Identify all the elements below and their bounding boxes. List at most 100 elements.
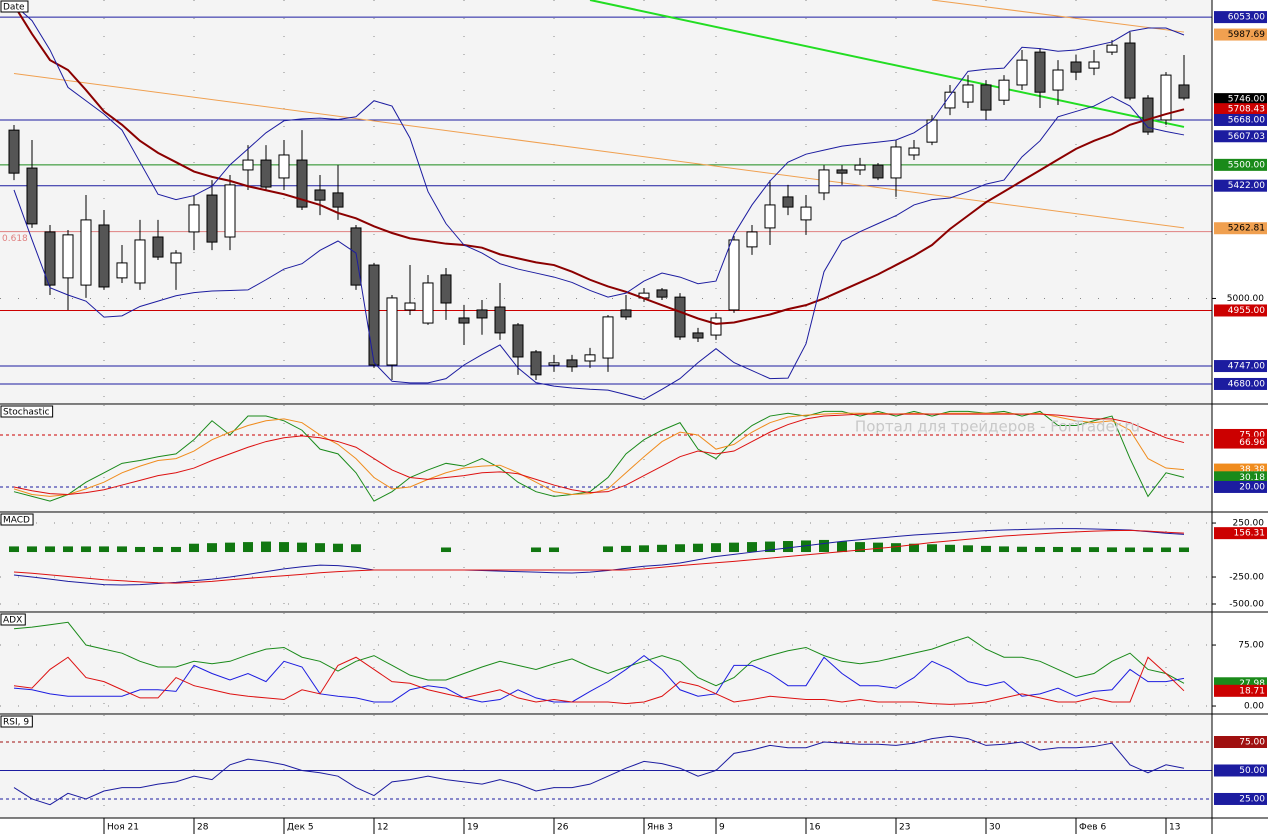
- histogram-bar: [1053, 546, 1063, 553]
- panel-title-box: [0, 0, 29, 13]
- histogram-bar: [747, 542, 757, 553]
- level-label: 156.31: [1234, 529, 1266, 539]
- level-label: 4680.00: [1228, 379, 1265, 389]
- histogram-bar: [63, 546, 73, 553]
- candle-body: [1106, 44, 1118, 53]
- panel: [0, 513, 1212, 612]
- panel-title: Date: [3, 3, 25, 13]
- panel-background: [0, 613, 1212, 714]
- panel-title-box: [0, 405, 54, 418]
- histogram-bar: [1071, 547, 1081, 553]
- panel-background: [0, 715, 1212, 818]
- level-label: 5422.00: [1228, 181, 1265, 191]
- candle-body: [1016, 59, 1028, 86]
- level-label-box: [1214, 436, 1267, 449]
- histogram-bar: [783, 541, 793, 553]
- level-label: 6053.00: [1228, 13, 1265, 23]
- candle-body: [26, 167, 38, 225]
- level-label: 0.618: [2, 234, 28, 244]
- histogram-bar: [135, 546, 145, 553]
- candle-body: [422, 282, 434, 324]
- candle-body: [818, 169, 830, 194]
- histogram-bar: [711, 543, 721, 553]
- x-tick-label: 9: [719, 823, 725, 833]
- histogram-bar: [945, 544, 955, 553]
- histogram-bar: [1161, 547, 1171, 553]
- candle-body: [1052, 69, 1064, 91]
- candle-body: [476, 309, 488, 319]
- candle-body: [62, 234, 74, 279]
- x-tick-label: 26: [557, 823, 569, 833]
- histogram-bar: [837, 541, 847, 553]
- candle-body: [80, 219, 92, 286]
- series-line: [13, 4, 1185, 325]
- level-label: 27.98: [1239, 679, 1265, 689]
- histogram-bar: [1089, 547, 1099, 553]
- histogram-bar: [999, 546, 1009, 553]
- histogram-bar: [315, 543, 325, 553]
- histogram-bar: [981, 545, 991, 553]
- level-label-box: [1214, 527, 1267, 540]
- histogram-bar: [693, 543, 703, 553]
- histogram-bar: [927, 544, 937, 553]
- level-label-box: [1214, 480, 1267, 493]
- level-label-box: [1214, 103, 1267, 116]
- candle-body: [1160, 74, 1172, 121]
- candle-body: [566, 359, 578, 368]
- candle-body: [206, 194, 218, 243]
- histogram-bar: [765, 541, 775, 553]
- panel-title-box: [0, 715, 33, 728]
- level-label: 5987.69: [1228, 30, 1265, 40]
- histogram-bar: [81, 546, 91, 553]
- histogram-bar: [1125, 547, 1135, 553]
- watermark: Портал для трейдеров - ForTrader.ru: [855, 418, 1140, 436]
- y-tick-label: -250.00: [1229, 573, 1264, 583]
- candle-body: [152, 236, 164, 258]
- candle-body: [314, 189, 326, 201]
- series-line: [13, 656, 1185, 705]
- candle-body: [440, 274, 452, 304]
- histogram-bar: [9, 546, 19, 553]
- level-label-box: [1214, 28, 1267, 41]
- histogram-bar: [351, 544, 361, 553]
- candle-body: [494, 306, 506, 334]
- histogram-bar: [729, 542, 739, 553]
- candle-body: [584, 354, 596, 362]
- x-tick-label: 19: [467, 823, 479, 833]
- panel: [0, 715, 1212, 818]
- histogram-bar: [99, 546, 109, 553]
- level-label: 5708.43: [1228, 105, 1265, 115]
- panel-background: [0, 405, 1212, 512]
- panel-title-box: [0, 613, 26, 626]
- candle-body: [998, 79, 1010, 101]
- histogram-bar: [441, 547, 451, 553]
- candle-body: [1142, 97, 1154, 133]
- level-label: 5500.00: [1228, 160, 1265, 170]
- histogram-bar: [855, 542, 865, 553]
- candle-body: [404, 302, 416, 311]
- panel: [0, 0, 1212, 404]
- histogram-bar: [603, 546, 613, 553]
- level-label: 25.00: [1239, 794, 1265, 804]
- x-tick-label: 28: [197, 823, 209, 833]
- candle-body: [296, 159, 308, 208]
- histogram-bar: [261, 541, 271, 553]
- candle-body: [530, 351, 542, 376]
- histogram-bar: [333, 543, 343, 553]
- level-label-box: [1214, 130, 1267, 143]
- candle-body: [764, 204, 776, 229]
- candle-body: [548, 362, 560, 366]
- level-label-box: [1214, 93, 1267, 106]
- histogram-bar: [1107, 547, 1117, 553]
- histogram-bar: [279, 542, 289, 553]
- panel: [0, 405, 1212, 512]
- histogram-bar: [621, 545, 631, 553]
- panel-title: Stochastic: [3, 408, 50, 418]
- level-label-box: [1214, 792, 1267, 805]
- candle-body: [1124, 42, 1136, 99]
- candle-body: [1070, 61, 1082, 73]
- x-tick-label: 13: [1169, 823, 1180, 833]
- y-tick-label: 75.00: [1238, 641, 1264, 651]
- x-tick-label: 16: [809, 823, 821, 833]
